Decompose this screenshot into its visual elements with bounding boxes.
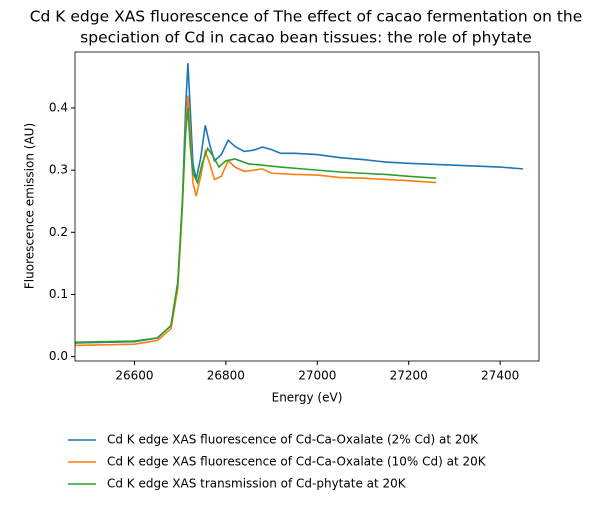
y-tick-label: 0.1: [49, 287, 68, 301]
legend-label: Cd K edge XAS transmission of Cd-phytate…: [107, 477, 407, 491]
y-tick-label: 0.2: [49, 225, 68, 239]
x-tick-label: 26600: [115, 369, 153, 383]
x-axis-label: Energy (eV): [272, 391, 343, 405]
plot-frame: [74, 51, 540, 362]
x-tick-label: 27000: [298, 369, 336, 383]
line-series: [74, 63, 524, 344]
y-tick-label: 0.4: [49, 100, 68, 114]
legend-label: Cd K edge XAS fluorescence of Cd-Ca-Oxal…: [107, 455, 487, 469]
x-tick-label: 27400: [481, 369, 519, 383]
x-tick-label: 26800: [207, 369, 245, 383]
y-tick-label: 0.0: [49, 349, 68, 363]
y-axis-label: Fluorescence emission (AU): [23, 123, 37, 289]
chart-title: speciation of Cd in cacao bean tissues: …: [80, 29, 532, 47]
x-tick-label: 27200: [390, 369, 428, 383]
legend-label: Cd K edge XAS fluorescence of Cd-Ca-Oxal…: [107, 433, 479, 447]
y-tick-label: 0.3: [49, 163, 68, 177]
line-series: [74, 95, 437, 347]
line-series: [74, 107, 437, 344]
chart-title: Cd K edge XAS fluorescence of The effect…: [30, 8, 583, 26]
